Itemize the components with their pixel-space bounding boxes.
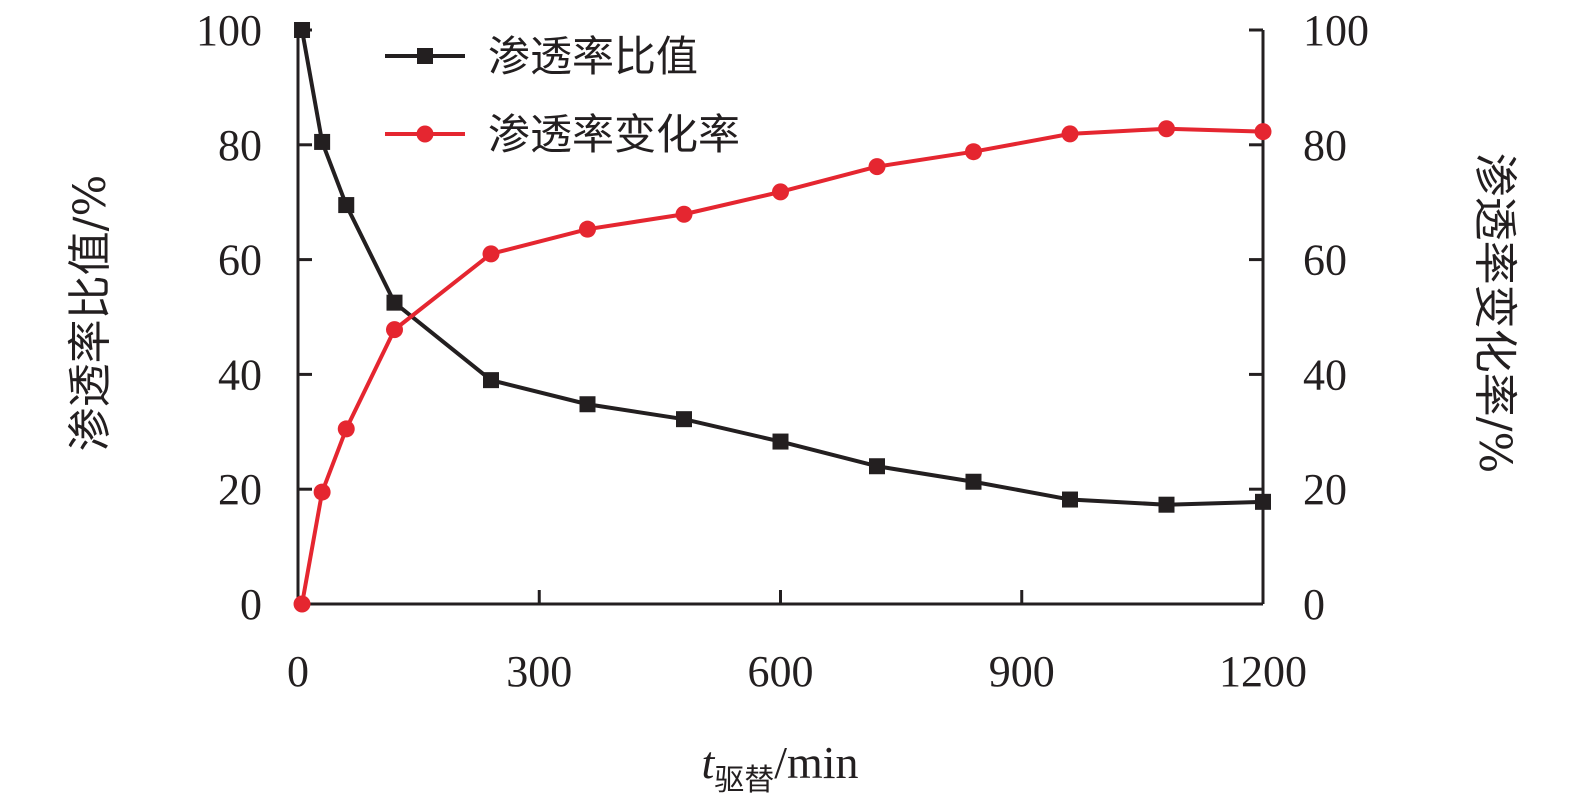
data-point-ratio xyxy=(386,294,403,311)
data-point-ratio xyxy=(294,22,311,38)
y-right-tick-label: 20 xyxy=(1303,465,1347,514)
data-point-ratio xyxy=(483,372,499,389)
y-right-tick-label: 100 xyxy=(1303,6,1369,55)
x-axis-title: t驱替/min xyxy=(701,737,858,798)
data-point-ratio xyxy=(338,197,355,214)
data-point-ratio xyxy=(1062,491,1078,508)
data-point-change-rate xyxy=(579,220,596,238)
data-point-change-rate xyxy=(868,158,886,176)
y-right-axis-title: 渗透率变化率/% xyxy=(1469,153,1520,474)
y-right-tick-label: 80 xyxy=(1303,121,1347,170)
legend-label-change-rate: 渗透率变化率 xyxy=(488,110,740,159)
x-tick-label: 0 xyxy=(287,647,309,696)
x-tick-label: 1200 xyxy=(1219,647,1307,696)
y-right-tick-label: 60 xyxy=(1303,236,1347,285)
y-left-tick-label: 0 xyxy=(240,580,262,629)
y-left-tick-label: 60 xyxy=(218,236,262,285)
x-tick-label: 900 xyxy=(989,647,1055,696)
data-point-change-rate xyxy=(772,183,789,201)
y-left-tick-label: 100 xyxy=(196,6,262,55)
legend-label-ratio: 渗透率比值 xyxy=(488,32,698,81)
y-left-axis-title: 渗透率比值/% xyxy=(65,175,116,452)
data-point-change-rate xyxy=(1061,125,1079,143)
data-point-change-rate xyxy=(293,595,311,613)
y-left-tick-label: 80 xyxy=(218,121,262,170)
x-tick-label: 600 xyxy=(748,647,814,696)
data-point-ratio xyxy=(772,433,789,450)
x-axis-title-variable: t xyxy=(701,737,715,788)
legend-marker-ratio xyxy=(417,48,433,64)
data-point-ratio xyxy=(1255,493,1271,510)
data-point-change-rate xyxy=(675,205,693,223)
data-point-change-rate xyxy=(313,483,331,501)
data-point-ratio xyxy=(314,133,331,150)
legend-marker-change-rate xyxy=(416,125,434,143)
data-point-change-rate xyxy=(337,420,355,438)
data-point-ratio xyxy=(579,396,596,413)
y-left-tick-label: 40 xyxy=(218,350,262,399)
x-axis-title-unit: /min xyxy=(774,737,858,788)
series-line-ratio xyxy=(300,29,1264,507)
y-right-tick-label: 0 xyxy=(1303,580,1325,629)
y-left-tick-label: 20 xyxy=(218,465,262,514)
y-right-tick-label: 40 xyxy=(1303,350,1347,399)
data-point-change-rate xyxy=(386,321,403,339)
data-point-ratio xyxy=(965,473,982,490)
data-point-change-rate xyxy=(1254,123,1272,141)
x-tick-label: 300 xyxy=(506,647,572,696)
x-axis-title-subscript: 驱替 xyxy=(714,763,774,798)
data-point-change-rate xyxy=(965,143,982,161)
data-point-ratio xyxy=(676,411,692,428)
data-point-ratio xyxy=(869,458,885,475)
data-point-change-rate xyxy=(1158,120,1175,138)
data-point-ratio xyxy=(1158,496,1175,513)
data-point-change-rate xyxy=(482,245,500,263)
